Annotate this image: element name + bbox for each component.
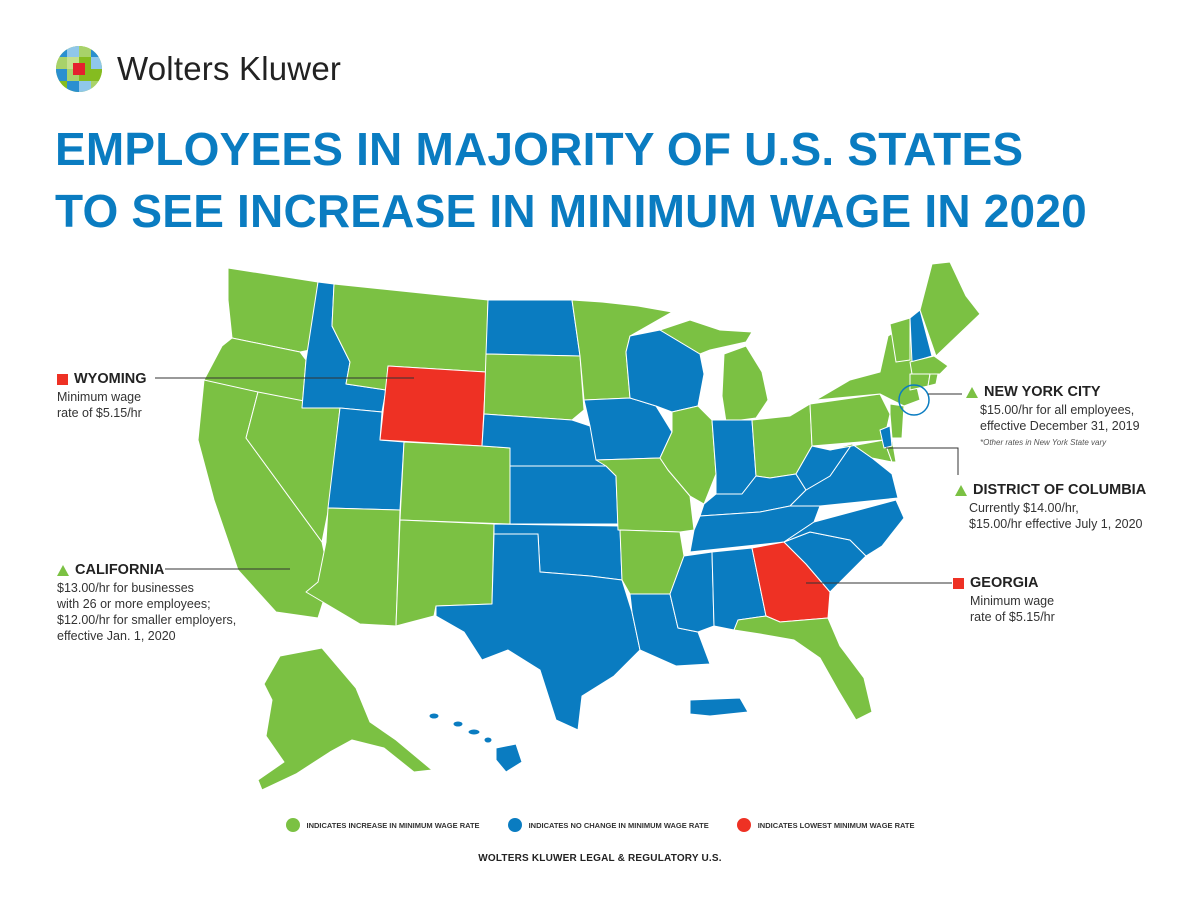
green-triangle-icon <box>966 386 978 398</box>
red-square-icon <box>953 577 964 589</box>
state-new-jersey <box>889 403 905 439</box>
callout-nyc-title: NEW YORK CITY <box>984 384 1101 400</box>
state-north-carolina <box>783 499 905 557</box>
state-hawaii <box>428 712 523 773</box>
callout-nyc-note: *Other rates in New York State vary <box>980 438 1107 447</box>
state-vermont <box>889 317 911 363</box>
state-dc <box>879 425 893 449</box>
callout-new-york-city: NEW YORK CITY $15.00/hr for all employee… <box>966 384 1140 447</box>
callout-dc-text: Currently $14.00/hr, $15.00/hr effective… <box>969 501 1143 531</box>
state-south-dakota <box>483 353 585 421</box>
callout-georgia: GEORGIA Minimum wage rate of $5.15/hr <box>953 575 1055 625</box>
state-north-dakota <box>485 299 581 357</box>
brand-logo: Wolters Kluwer <box>55 45 341 93</box>
puerto-rico <box>689 697 749 717</box>
footer-credit: WOLTERS KLUWER LEGAL & REGULATORY U.S. <box>478 853 722 864</box>
green-dot-icon <box>285 818 300 832</box>
state-massachusetts <box>909 355 949 375</box>
leader-line-dc <box>886 447 959 475</box>
callout-nyc-text: $15.00/hr for all employees, effective D… <box>980 403 1140 433</box>
title-line-1: EMPLOYEES IN MAJORITY OF U.S. STATES <box>55 123 1024 175</box>
callout-california: CALIFORNIA $13.00/hr for businesses with… <box>57 562 236 644</box>
state-indiana <box>711 419 757 495</box>
callout-georgia-title: GEORGIA <box>970 575 1039 591</box>
blue-dot-icon <box>507 818 522 832</box>
legend-no-change-label: INDICATES NO CHANGE IN MINIMUM WAGE RATE <box>528 820 709 830</box>
state-pennsylvania <box>809 393 891 447</box>
legend-item-lowest: INDICATES LOWEST MINIMUM WAGE RATE <box>736 818 915 832</box>
red-square-icon <box>57 373 68 385</box>
callout-wyoming-title: WYOMING <box>74 371 147 387</box>
state-texas <box>435 533 641 731</box>
legend-lowest-label: INDICATES LOWEST MINIMUM WAGE RATE <box>757 820 915 830</box>
wolters-kluwer-globe-logo <box>56 46 102 92</box>
state-connecticut <box>909 373 931 391</box>
map-legend: INDICATES INCREASE IN MINIMUM WAGE RATE … <box>0 818 1200 832</box>
green-triangle-icon <box>57 564 69 576</box>
state-illinois <box>659 405 717 505</box>
state-maine <box>919 261 981 357</box>
green-triangle-icon <box>955 484 967 496</box>
state-michigan-upper <box>659 319 753 355</box>
callout-wyoming: WYOMING Minimum wage rate of $5.15/hr <box>57 371 147 421</box>
brand-name: Wolters Kluwer <box>117 50 342 87</box>
callout-dc-title: DISTRICT OF COLUMBIA <box>973 482 1147 498</box>
callout-georgia-text: Minimum wage rate of $5.15/hr <box>970 594 1055 624</box>
nyc-circle-marker <box>898 384 930 416</box>
title-line-2: TO SEE INCREASE IN MINIMUM WAGE IN 2020 <box>55 185 1087 237</box>
callout-california-title: CALIFORNIA <box>75 562 165 578</box>
state-colorado <box>399 441 511 525</box>
red-dot-icon <box>736 818 751 832</box>
callout-wyoming-text: Minimum wage rate of $5.15/hr <box>57 390 142 420</box>
state-michigan <box>721 345 769 423</box>
page-title: EMPLOYEES IN MAJORITY OF U.S. STATES TO … <box>55 118 1175 242</box>
state-florida <box>733 615 873 721</box>
legend-item-increase: INDICATES INCREASE IN MINIMUM WAGE RATE <box>285 818 480 832</box>
state-rhode-island <box>927 373 939 387</box>
callout-district-of-columbia: DISTRICT OF COLUMBIA Currently $14.00/hr… <box>955 482 1146 532</box>
state-kansas <box>509 465 619 525</box>
legend-item-no-change: INDICATES NO CHANGE IN MINIMUM WAGE RATE <box>507 818 709 832</box>
state-maryland <box>829 439 893 463</box>
legend-increase-label: INDICATES INCREASE IN MINIMUM WAGE RATE <box>306 820 480 830</box>
callout-california-text: $13.00/hr for businesses with 26 or more… <box>57 581 237 643</box>
state-washington <box>227 267 319 353</box>
state-alaska <box>257 647 433 791</box>
